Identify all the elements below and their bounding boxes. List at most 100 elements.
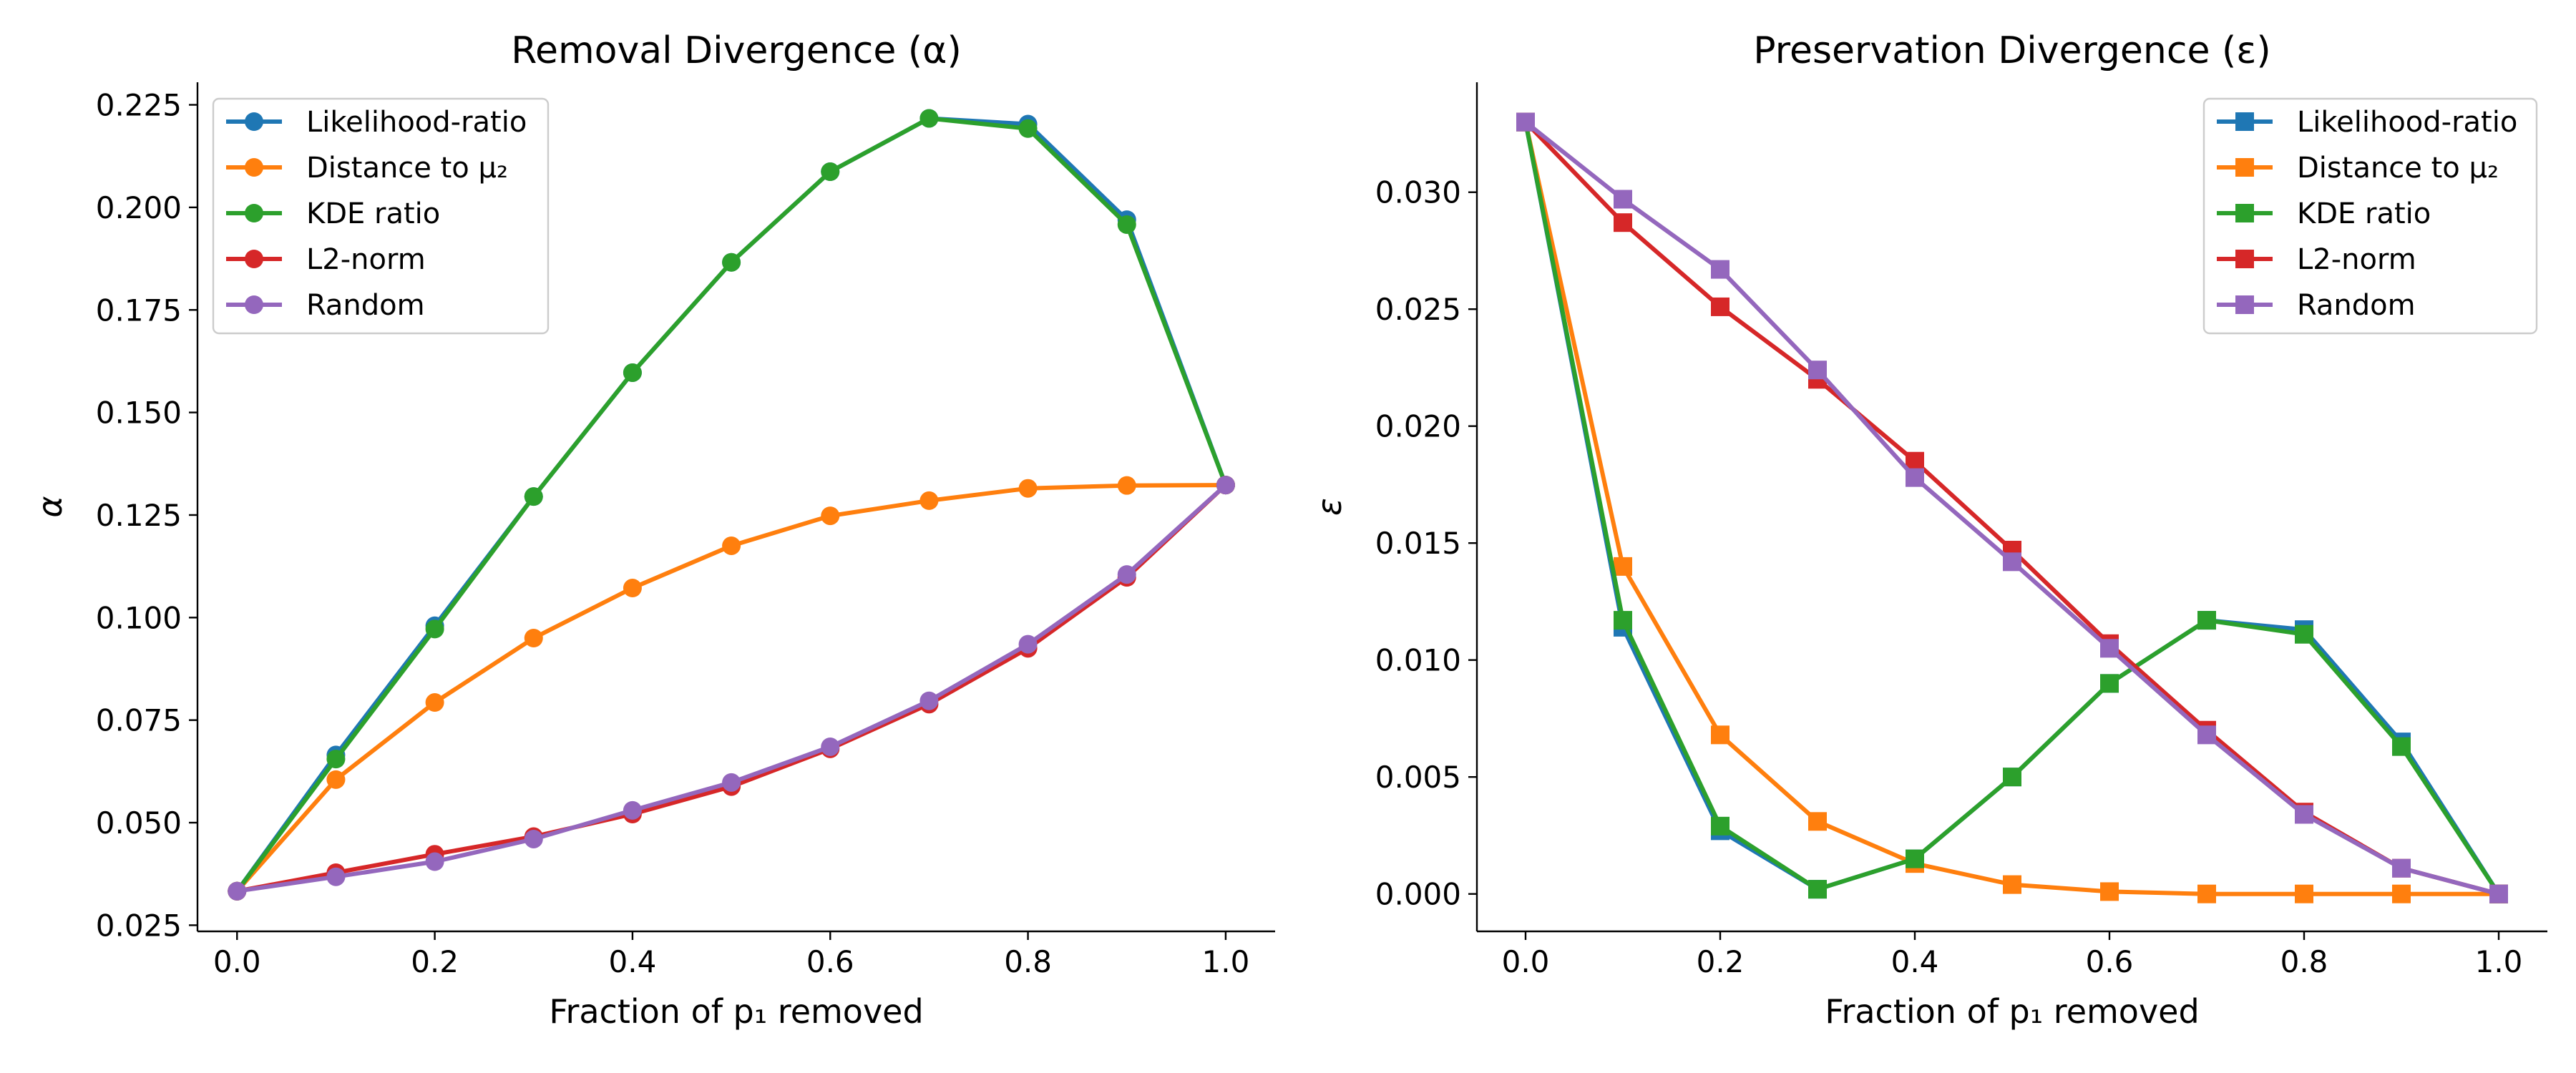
data-point <box>2003 552 2021 572</box>
legend-marker <box>2235 295 2254 314</box>
data-point <box>1614 611 1632 630</box>
data-point <box>2295 624 2313 644</box>
legend-label: KDE ratio <box>2297 197 2431 230</box>
data-point <box>1614 557 1632 576</box>
data-point <box>425 852 444 871</box>
y-tick-label: 0.225 <box>96 88 182 123</box>
legend-item: KDE ratio <box>226 197 440 230</box>
legend-item: Distance to μ₂ <box>226 152 508 185</box>
legend-item: Likelihood-ratio <box>2217 106 2517 139</box>
legend-label: Random <box>2297 289 2416 322</box>
y-tick-label: 0.175 <box>96 293 182 328</box>
data-point <box>919 691 939 710</box>
y-tick-label: 0.005 <box>1375 760 1461 795</box>
legend-marker <box>245 158 263 177</box>
legend-marker <box>245 295 263 314</box>
data-point <box>1216 476 1235 495</box>
legend-label: Random <box>306 289 425 322</box>
y-tick-label: 0.050 <box>96 805 182 841</box>
data-point <box>1906 451 1924 471</box>
y-axis-label: α <box>31 496 69 517</box>
series-kde-ratio <box>228 109 1235 901</box>
x-tick-label: 0.6 <box>2086 944 2134 979</box>
x-tick-label: 0.0 <box>213 944 261 979</box>
data-point <box>2100 674 2119 693</box>
x-tick-label: 0.8 <box>2280 944 2328 979</box>
legend-frame <box>2202 97 2538 335</box>
data-point <box>326 770 346 789</box>
data-point <box>1808 880 1827 899</box>
legend-item: KDE ratio <box>2217 197 2431 230</box>
data-point <box>326 867 346 886</box>
chart-title: Removal Divergence (α) <box>511 29 962 72</box>
series-random <box>228 476 1235 901</box>
x-tick-label: 0.4 <box>1891 944 1939 979</box>
chart-title: Preservation Divergence (ε) <box>1753 29 2270 72</box>
data-point <box>623 363 642 382</box>
y-tick-label: 0.000 <box>1375 877 1461 912</box>
x-axis-label: Fraction of p₁ removed <box>549 992 923 1031</box>
data-point <box>2003 875 2021 894</box>
legend-frame <box>212 97 550 335</box>
data-point <box>821 162 840 182</box>
data-point <box>228 881 247 901</box>
data-point <box>2392 737 2411 756</box>
legend-marker <box>2235 204 2254 222</box>
x-tick-label: 0.6 <box>806 944 854 979</box>
x-tick-label: 0.4 <box>609 944 657 979</box>
y-axis-label: ε <box>1310 498 1349 516</box>
legend-label: Likelihood-ratio <box>306 106 527 139</box>
data-point <box>919 109 939 128</box>
x-tick-label: 1.0 <box>1202 944 1250 979</box>
data-point <box>524 628 543 647</box>
data-point <box>2197 611 2216 630</box>
legend: Likelihood-ratio Distance to μ₂ KDE ratio L… <box>212 97 550 335</box>
legend-item: Likelihood-ratio <box>226 106 527 139</box>
legend-label: L2-norm <box>2297 243 2416 276</box>
data-point <box>722 253 741 272</box>
data-point <box>1808 361 1827 380</box>
y-tick-label: 0.025 <box>96 908 182 943</box>
data-point <box>2003 768 2021 787</box>
legend-item: Random <box>226 289 425 322</box>
legend-marker <box>245 250 263 268</box>
data-point <box>623 579 642 598</box>
data-point <box>1018 635 1038 654</box>
data-point <box>1906 849 1924 868</box>
data-point <box>1516 112 1535 132</box>
data-point <box>2197 884 2216 903</box>
data-point <box>1711 260 1729 279</box>
data-point <box>1117 476 1136 495</box>
data-point <box>2489 884 2508 903</box>
y-tick-label: 0.075 <box>96 703 182 738</box>
legend-item: Distance to μ₂ <box>2217 152 2499 185</box>
data-point <box>524 829 543 848</box>
y-tick-label: 0.025 <box>1375 292 1461 327</box>
legend-marker <box>2235 112 2254 131</box>
data-point <box>1117 565 1136 584</box>
legend-item: Random <box>2217 289 2416 322</box>
x-tick-label: 0.2 <box>1697 944 1745 979</box>
legend-label: Distance to μ₂ <box>306 152 508 185</box>
legend-label: Likelihood-ratio <box>2297 106 2517 139</box>
data-point <box>1018 119 1038 138</box>
data-point <box>1906 468 1924 487</box>
data-point <box>326 750 346 769</box>
data-point <box>623 800 642 820</box>
y-tick-label: 0.010 <box>1375 643 1461 678</box>
data-point <box>722 536 741 555</box>
x-tick-label: 1.0 <box>2475 944 2523 979</box>
data-point <box>2392 858 2411 878</box>
data-point <box>2295 805 2313 824</box>
preservation-divergence-chart: Preservation Divergence (ε) 0.0 0.2 0.4 0.6 0… <box>1310 29 2547 1031</box>
legend-label: KDE ratio <box>306 197 440 230</box>
legend-label: Distance to μ₂ <box>2297 152 2499 185</box>
data-point <box>2295 884 2313 903</box>
data-point <box>1711 816 1729 836</box>
y-tick-label: 0.200 <box>96 190 182 225</box>
x-tick-label: 0.2 <box>411 944 459 979</box>
legend-item: L2-norm <box>226 243 426 276</box>
data-point <box>1711 725 1729 745</box>
data-point <box>1018 479 1038 498</box>
